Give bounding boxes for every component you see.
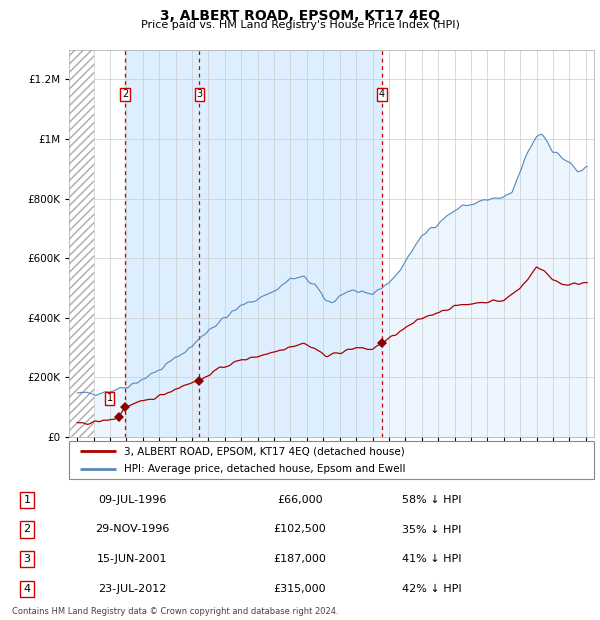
- Text: £187,000: £187,000: [274, 554, 326, 564]
- Text: 41% ↓ HPI: 41% ↓ HPI: [402, 554, 462, 564]
- Bar: [125, 50, 382, 437]
- Text: £315,000: £315,000: [274, 584, 326, 594]
- Text: Contains HM Land Registry data © Crown copyright and database right 2024.: Contains HM Land Registry data © Crown c…: [12, 607, 338, 616]
- Text: 15-JUN-2001: 15-JUN-2001: [97, 554, 167, 564]
- Text: 3, ALBERT ROAD, EPSOM, KT17 4EQ (detached house): 3, ALBERT ROAD, EPSOM, KT17 4EQ (detache…: [124, 446, 405, 456]
- Text: 4: 4: [379, 89, 385, 99]
- Bar: [69, 50, 94, 437]
- Text: 58% ↓ HPI: 58% ↓ HPI: [402, 495, 462, 505]
- Text: £66,000: £66,000: [277, 495, 323, 505]
- Text: 4: 4: [23, 584, 31, 594]
- Text: 1: 1: [23, 495, 31, 505]
- Text: 23-JUL-2012: 23-JUL-2012: [98, 584, 166, 594]
- Text: 3: 3: [196, 89, 202, 99]
- FancyBboxPatch shape: [69, 441, 594, 479]
- Text: 3: 3: [23, 554, 31, 564]
- Text: 2: 2: [23, 525, 31, 534]
- Text: 09-JUL-1996: 09-JUL-1996: [98, 495, 166, 505]
- Text: 2: 2: [122, 89, 128, 99]
- Text: 42% ↓ HPI: 42% ↓ HPI: [402, 584, 462, 594]
- Text: 3, ALBERT ROAD, EPSOM, KT17 4EQ: 3, ALBERT ROAD, EPSOM, KT17 4EQ: [160, 9, 440, 24]
- Text: £102,500: £102,500: [274, 525, 326, 534]
- Text: 1: 1: [106, 393, 113, 404]
- Text: 35% ↓ HPI: 35% ↓ HPI: [403, 525, 461, 534]
- Text: HPI: Average price, detached house, Epsom and Ewell: HPI: Average price, detached house, Epso…: [124, 464, 406, 474]
- Text: Price paid vs. HM Land Registry's House Price Index (HPI): Price paid vs. HM Land Registry's House …: [140, 20, 460, 30]
- Text: 29-NOV-1996: 29-NOV-1996: [95, 525, 169, 534]
